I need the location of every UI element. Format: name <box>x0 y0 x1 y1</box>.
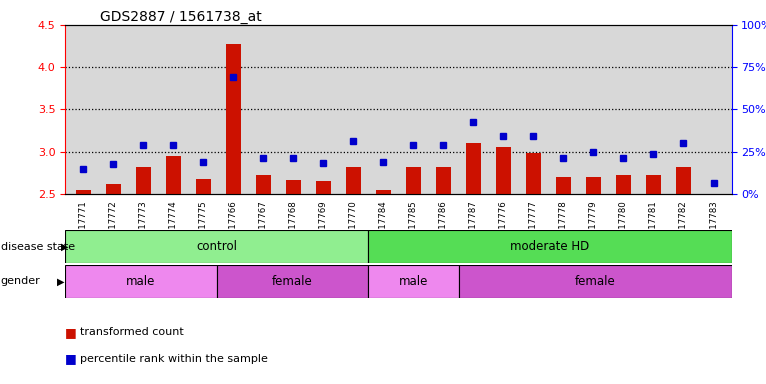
Text: male: male <box>399 275 428 288</box>
Text: transformed count: transformed count <box>80 327 184 337</box>
Bar <box>586 177 601 194</box>
Text: ▶: ▶ <box>57 276 64 286</box>
Bar <box>256 175 270 194</box>
Bar <box>459 265 732 298</box>
Text: moderate HD: moderate HD <box>510 240 589 253</box>
Bar <box>217 265 368 298</box>
Text: percentile rank within the sample: percentile rank within the sample <box>80 354 268 364</box>
Text: female: female <box>574 275 616 288</box>
Bar <box>376 190 391 194</box>
Bar <box>226 43 241 194</box>
Bar <box>345 167 361 194</box>
Bar <box>676 167 691 194</box>
Bar <box>526 153 541 194</box>
Bar <box>556 177 571 194</box>
Bar <box>136 167 151 194</box>
Bar <box>316 181 331 194</box>
Text: GDS2887 / 1561738_at: GDS2887 / 1561738_at <box>100 10 261 23</box>
Bar <box>496 147 511 194</box>
Bar <box>76 190 90 194</box>
Bar <box>406 167 421 194</box>
Bar <box>65 265 217 298</box>
Text: gender: gender <box>1 276 41 286</box>
Text: female: female <box>272 275 313 288</box>
Bar <box>436 167 451 194</box>
Text: disease state: disease state <box>1 242 75 252</box>
Bar <box>286 180 301 194</box>
Text: male: male <box>126 275 155 288</box>
Bar <box>65 230 368 263</box>
Bar <box>466 143 481 194</box>
Bar <box>616 175 631 194</box>
Bar <box>646 175 661 194</box>
Text: ■: ■ <box>65 353 77 366</box>
Bar <box>165 156 181 194</box>
Text: control: control <box>196 240 237 253</box>
Bar <box>106 184 120 194</box>
Text: ▶: ▶ <box>61 242 68 252</box>
Bar <box>368 230 732 263</box>
Bar <box>368 265 459 298</box>
Bar <box>195 179 211 194</box>
Text: ■: ■ <box>65 326 77 339</box>
